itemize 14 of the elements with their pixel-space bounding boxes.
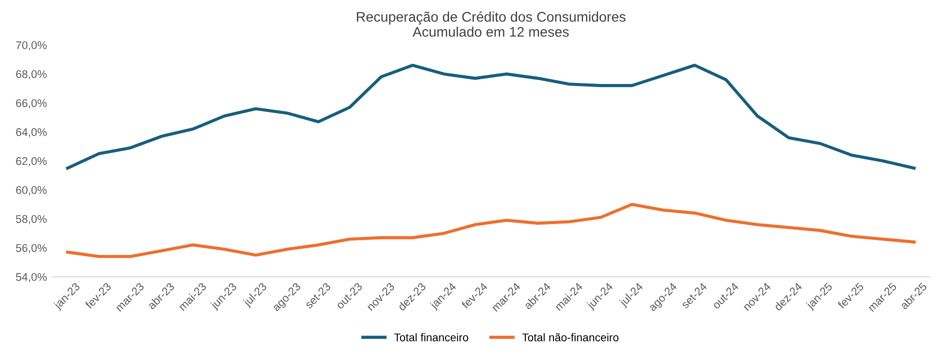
y-tick-label: 60,0% xyxy=(16,186,47,196)
y-tick-label: 68,0% xyxy=(16,70,47,80)
line-series xyxy=(66,202,916,258)
legend-label: Total financeiro xyxy=(394,333,468,342)
y-tick-label: 54,0% xyxy=(16,273,47,282)
y-tick-label: 56,0% xyxy=(16,244,47,254)
line-series xyxy=(66,64,916,170)
y-tick-label: 58,0% xyxy=(16,215,47,224)
y-tick-label: 62,0% xyxy=(16,157,47,166)
y-tick-label: 70,0% xyxy=(16,41,47,50)
y-tick-label: 66,0% xyxy=(16,99,47,108)
chart-title: Recuperação de Crédito dos Consumidores Acumulado em 12 meses xyxy=(356,11,626,37)
legend-label: Total não-financeiro xyxy=(522,333,618,342)
y-tick-label: 64,0% xyxy=(16,128,47,138)
